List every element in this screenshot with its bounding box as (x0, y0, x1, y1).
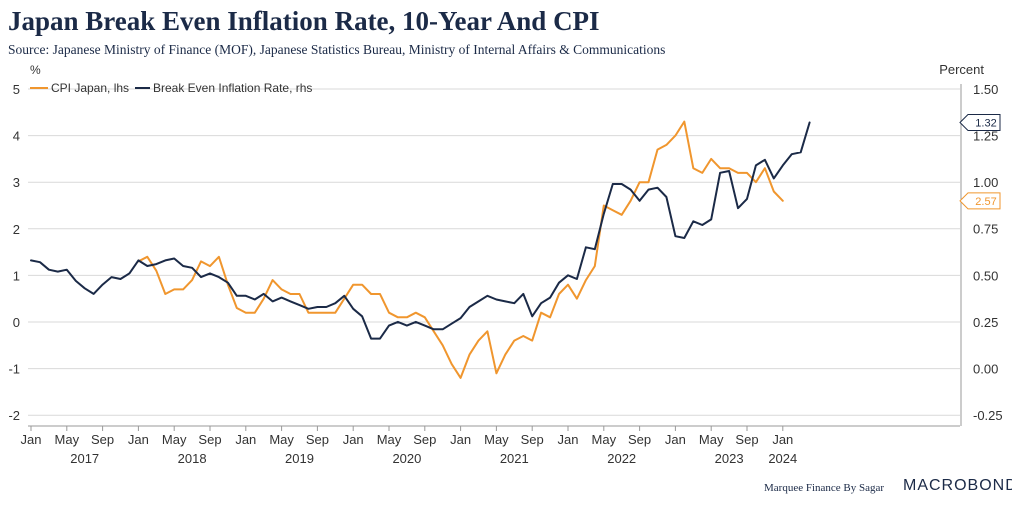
y-tick-left: 1 (13, 268, 20, 283)
y-tick-right: 0.25 (973, 315, 998, 330)
macrobond-logo: MACROBOND (903, 477, 1012, 494)
y-tick-left: 2 (13, 222, 20, 237)
y-tick-left: 3 (13, 175, 20, 190)
y-tick-right: -0.25 (973, 408, 1003, 423)
y-axis-left-label: % (30, 63, 41, 77)
x-tick-month: Sep (628, 432, 651, 447)
x-tick-month: Jan (558, 432, 579, 447)
y-tick-right: 0.75 (973, 222, 998, 237)
x-tick-month: May (377, 432, 402, 447)
end-label-text: 1.32 (975, 118, 996, 130)
y-tick-right: 1.25 (973, 129, 998, 144)
x-tick-month: May (162, 432, 187, 447)
series-layer (30, 120, 811, 379)
x-tick-month: Sep (91, 432, 114, 447)
x-tick-month: Jan (128, 432, 149, 447)
y-tick-right: 1.50 (973, 82, 998, 97)
y-tick-left: 0 (13, 315, 20, 330)
end-label-bei: 1.32 (959, 114, 1001, 132)
x-tick-month: Jan (21, 432, 42, 447)
end-label-cpi: 2.57 (959, 192, 1001, 210)
x-tick-month: Jan (235, 432, 256, 447)
x-tick-month: May (484, 432, 509, 447)
y-tick-right: 0.50 (973, 268, 998, 283)
series-line-cpi (137, 120, 784, 379)
x-tick-month: May (269, 432, 294, 447)
legend-label-cpi: CPI Japan, lhs (51, 81, 129, 95)
end-label-box (959, 192, 1001, 210)
x-tick-month: Jan (343, 432, 364, 447)
x-tick-year: 2024 (768, 451, 797, 466)
end-label-text: 2.57 (975, 196, 996, 208)
legend-label-bei: Break Even Inflation Rate, rhs (153, 81, 312, 95)
y-tick-right: 0.00 (973, 361, 998, 376)
series-line-bei (30, 121, 811, 340)
x-tick-month: Jan (450, 432, 471, 447)
chart-title: Japan Break Even Inflation Rate, 10-Year… (8, 6, 600, 36)
x-tick-month: May (699, 432, 724, 447)
chart-subtitle: Source: Japanese Ministry of Finance (MO… (8, 42, 666, 57)
x-tick-year: 2023 (715, 451, 744, 466)
y-tick-left: -2 (8, 408, 20, 423)
x-tick-year: 2017 (70, 451, 99, 466)
y-tick-right: 1.00 (973, 175, 998, 190)
x-tick-month: Sep (306, 432, 329, 447)
x-tick-month: May (592, 432, 617, 447)
y-tick-left: 4 (13, 129, 20, 144)
x-tick-year: 2021 (500, 451, 529, 466)
x-tick-month: Sep (521, 432, 544, 447)
x-tick-month: Sep (198, 432, 221, 447)
y-axis-right-label: Percent (939, 62, 984, 77)
x-tick-month: Jan (772, 432, 793, 447)
x-tick-year: 2022 (607, 451, 636, 466)
x-tick-year: 2020 (392, 451, 421, 466)
end-labels: 2.57 1.32 (959, 114, 1001, 210)
x-tick-month: Sep (735, 432, 758, 447)
gridlines (28, 88, 960, 416)
footer-credit: Marquee Finance By Sagar (764, 482, 885, 494)
x-tick-month: May (55, 432, 80, 447)
x-tick-year: 2018 (178, 451, 207, 466)
x-tick-month: Sep (413, 432, 436, 447)
y-tick-left: -1 (8, 362, 20, 377)
axes: % Percent -2 -1 0 1 2 3 4 5 -0.25 0.00 0.25 0.50 0.7… (8, 62, 1002, 466)
y-tick-left: 5 (13, 82, 20, 97)
x-tick-month: Jan (665, 432, 686, 447)
end-label-box (959, 114, 1001, 132)
legend: CPI Japan, lhs Break Even Inflation Rate… (30, 81, 312, 95)
x-tick-year: 2019 (285, 451, 314, 466)
